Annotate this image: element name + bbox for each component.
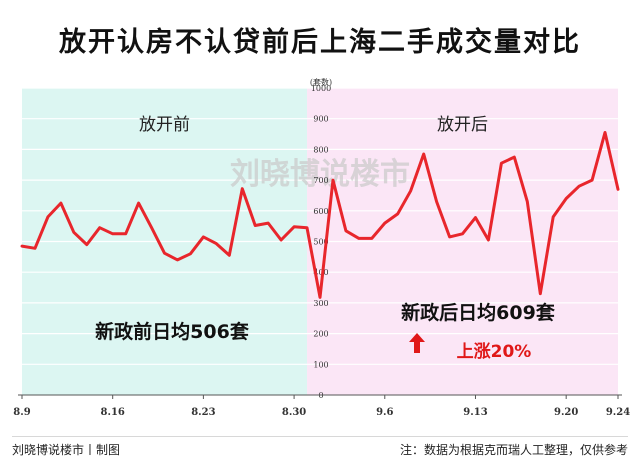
annotation-before-avg: 新政前日均506套 (95, 320, 250, 343)
watermark: 刘晓博说楼市 (230, 157, 410, 192)
y-tick-label: 100 (313, 360, 328, 369)
x-tick-label: 9.13 (463, 407, 487, 418)
footer-source: 刘晓博说楼市丨制图 (12, 443, 121, 457)
region-label-before: 放开前 (139, 115, 190, 135)
y-tick-label: 900 (313, 115, 328, 124)
y-unit-label: (套数) (310, 77, 332, 87)
y-tick-label: 1000 (311, 84, 331, 93)
x-tick-label: 9.6 (376, 407, 393, 418)
x-tick-label: 8.16 (101, 407, 125, 418)
annotation-change: 上涨20% (457, 342, 532, 362)
y-tick-label: 300 (313, 299, 328, 308)
footer-note: 注：数据为根据克而瑞人工整理，仅供参考 (399, 443, 628, 457)
up-arrow-icon (409, 333, 425, 353)
y-tick-label: 200 (313, 330, 328, 339)
y-tick-label: 400 (313, 268, 328, 277)
y-tick-label: 800 (313, 145, 328, 154)
series-line (20, 131, 620, 299)
x-tick-label: 9.24 (606, 407, 630, 418)
x-tick-label: 9.20 (554, 407, 578, 418)
x-tick-label: 8.9 (13, 407, 30, 418)
y-tick-label: 500 (313, 238, 328, 247)
y-tick-label: 600 (313, 207, 328, 216)
x-tick-label: 8.23 (191, 407, 215, 418)
chart-title: 放开认房不认贷前后上海二手成交量对比 (59, 27, 581, 58)
annotation-after-avg: 新政后日均609套 (401, 301, 556, 324)
x-tick-label: 8.30 (282, 407, 306, 418)
y-tick-label: 700 (313, 176, 328, 185)
footer-divider (12, 436, 628, 437)
region-label-after: 放开后 (437, 115, 488, 135)
